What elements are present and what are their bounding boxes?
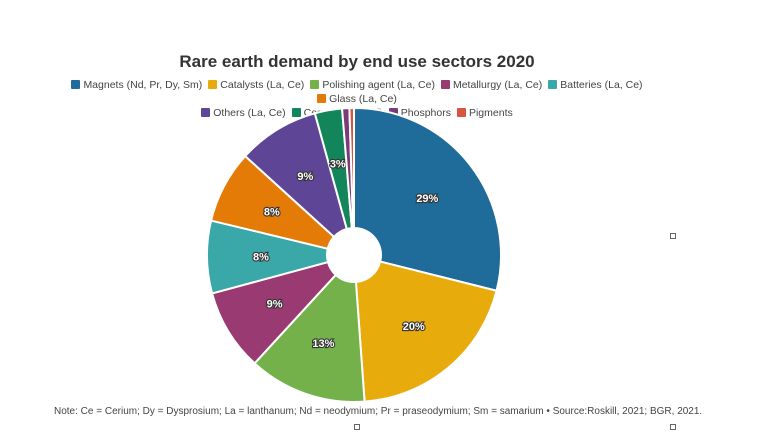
slice-data-label: 13% — [312, 338, 334, 350]
resize-handle[interactable] — [670, 233, 676, 239]
legend-item[interactable]: Batteries (La, Ce) — [548, 78, 643, 92]
legend-label: Magnets (Nd, Pr, Dy, Sm) — [83, 79, 203, 91]
legend-label: Metallurgy (La, Ce) — [452, 79, 543, 91]
legend-swatch — [201, 108, 211, 117]
pie-slice[interactable] — [353, 106, 502, 292]
legend-label: Glass (La, Ce) — [329, 93, 397, 105]
slice-data-label: 8% — [264, 206, 280, 218]
legend-swatch — [208, 80, 218, 89]
legend-swatch — [310, 80, 320, 89]
resize-handle[interactable] — [670, 424, 676, 430]
slice-data-label: 9% — [297, 171, 313, 183]
legend-item[interactable]: Glass (La, Ce) — [317, 92, 397, 106]
legend-label: Phosphors — [400, 107, 451, 119]
legend-label: Pigments — [468, 107, 513, 119]
legend-item[interactable]: Magnets (Nd, Pr, Dy, Sm) — [71, 78, 202, 92]
legend-label: Catalysts (La, Ce) — [220, 79, 305, 91]
pie-slice[interactable] — [253, 273, 366, 403]
resize-handle[interactable] — [354, 424, 360, 430]
legend-swatch — [440, 80, 450, 89]
legend-swatch — [548, 80, 558, 89]
legend-label: Batteries (La, Ce) — [560, 79, 643, 91]
pie-slice[interactable] — [348, 106, 355, 230]
pie-slice[interactable] — [243, 112, 349, 239]
legend-item[interactable]: Others (La, Ce) — [201, 106, 286, 120]
legend-item[interactable]: Pigments — [456, 106, 513, 120]
slice-data-label: 3% — [330, 158, 346, 170]
slice-data-label: 8% — [253, 251, 269, 263]
slice-data-label: 20% — [403, 321, 425, 333]
source-note: Note: Ce = Cerium; Dy = Dysprosium; La =… — [54, 406, 703, 417]
legend-label: Others (La, Ce) — [213, 107, 286, 119]
legend-swatch — [456, 108, 466, 117]
legend-item[interactable]: Catalysts (La, Ce) — [208, 78, 304, 92]
chart-title: Rare earth demand by end use sectors 202… — [179, 52, 535, 71]
legend-swatch — [291, 108, 301, 117]
slice-data-label: 29% — [416, 193, 438, 205]
pie-slice[interactable] — [210, 260, 338, 365]
legend-swatch — [317, 94, 327, 103]
legend-swatch — [71, 80, 81, 89]
slice-data-label: 9% — [267, 298, 283, 310]
legend-item[interactable]: Metallurgy (La, Ce) — [440, 78, 543, 92]
legend-label: Polishing agent (La, Ce) — [322, 79, 435, 91]
legend-item[interactable]: Polishing agent (La, Ce) — [310, 78, 435, 92]
pie-slice[interactable] — [354, 260, 498, 403]
